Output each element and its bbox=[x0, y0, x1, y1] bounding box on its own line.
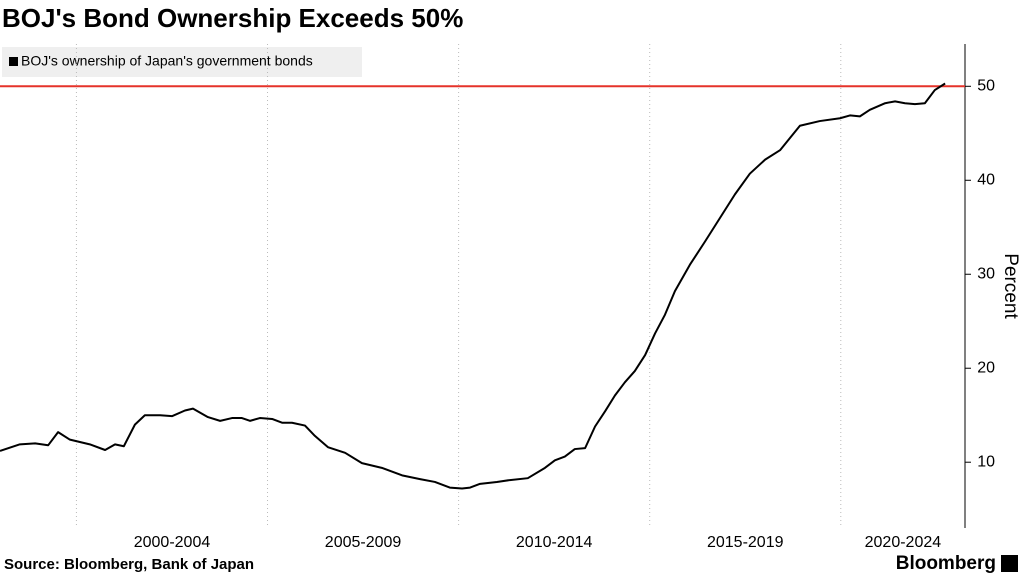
legend-box bbox=[2, 47, 362, 77]
brand: Bloomberg bbox=[896, 553, 996, 574]
x-tick-label: 2020-2024 bbox=[865, 534, 942, 551]
x-tick-label: 2015-2019 bbox=[707, 534, 784, 551]
legend-label: BOJ's ownership of Japan's government bo… bbox=[21, 53, 313, 69]
x-tick-label: 2000-2004 bbox=[134, 534, 211, 551]
x-tick-label: 2005-2009 bbox=[325, 534, 402, 551]
chart-title: BOJ's Bond Ownership Exceeds 50% bbox=[2, 3, 463, 33]
y-tick-label: 20 bbox=[977, 359, 995, 376]
brand-icon bbox=[1001, 555, 1018, 572]
y-axis-label: Percent bbox=[1000, 253, 1021, 319]
y-tick-label: 40 bbox=[977, 171, 995, 188]
source-note: Source: Bloomberg, Bank of Japan bbox=[4, 556, 254, 573]
x-tick-label: 2010-2014 bbox=[516, 534, 593, 551]
y-tick-label: 10 bbox=[977, 453, 995, 470]
data-line bbox=[0, 82, 946, 490]
y-tick-label: 50 bbox=[977, 78, 995, 95]
legend-swatch bbox=[9, 57, 18, 66]
y-tick-label: 30 bbox=[977, 265, 995, 282]
